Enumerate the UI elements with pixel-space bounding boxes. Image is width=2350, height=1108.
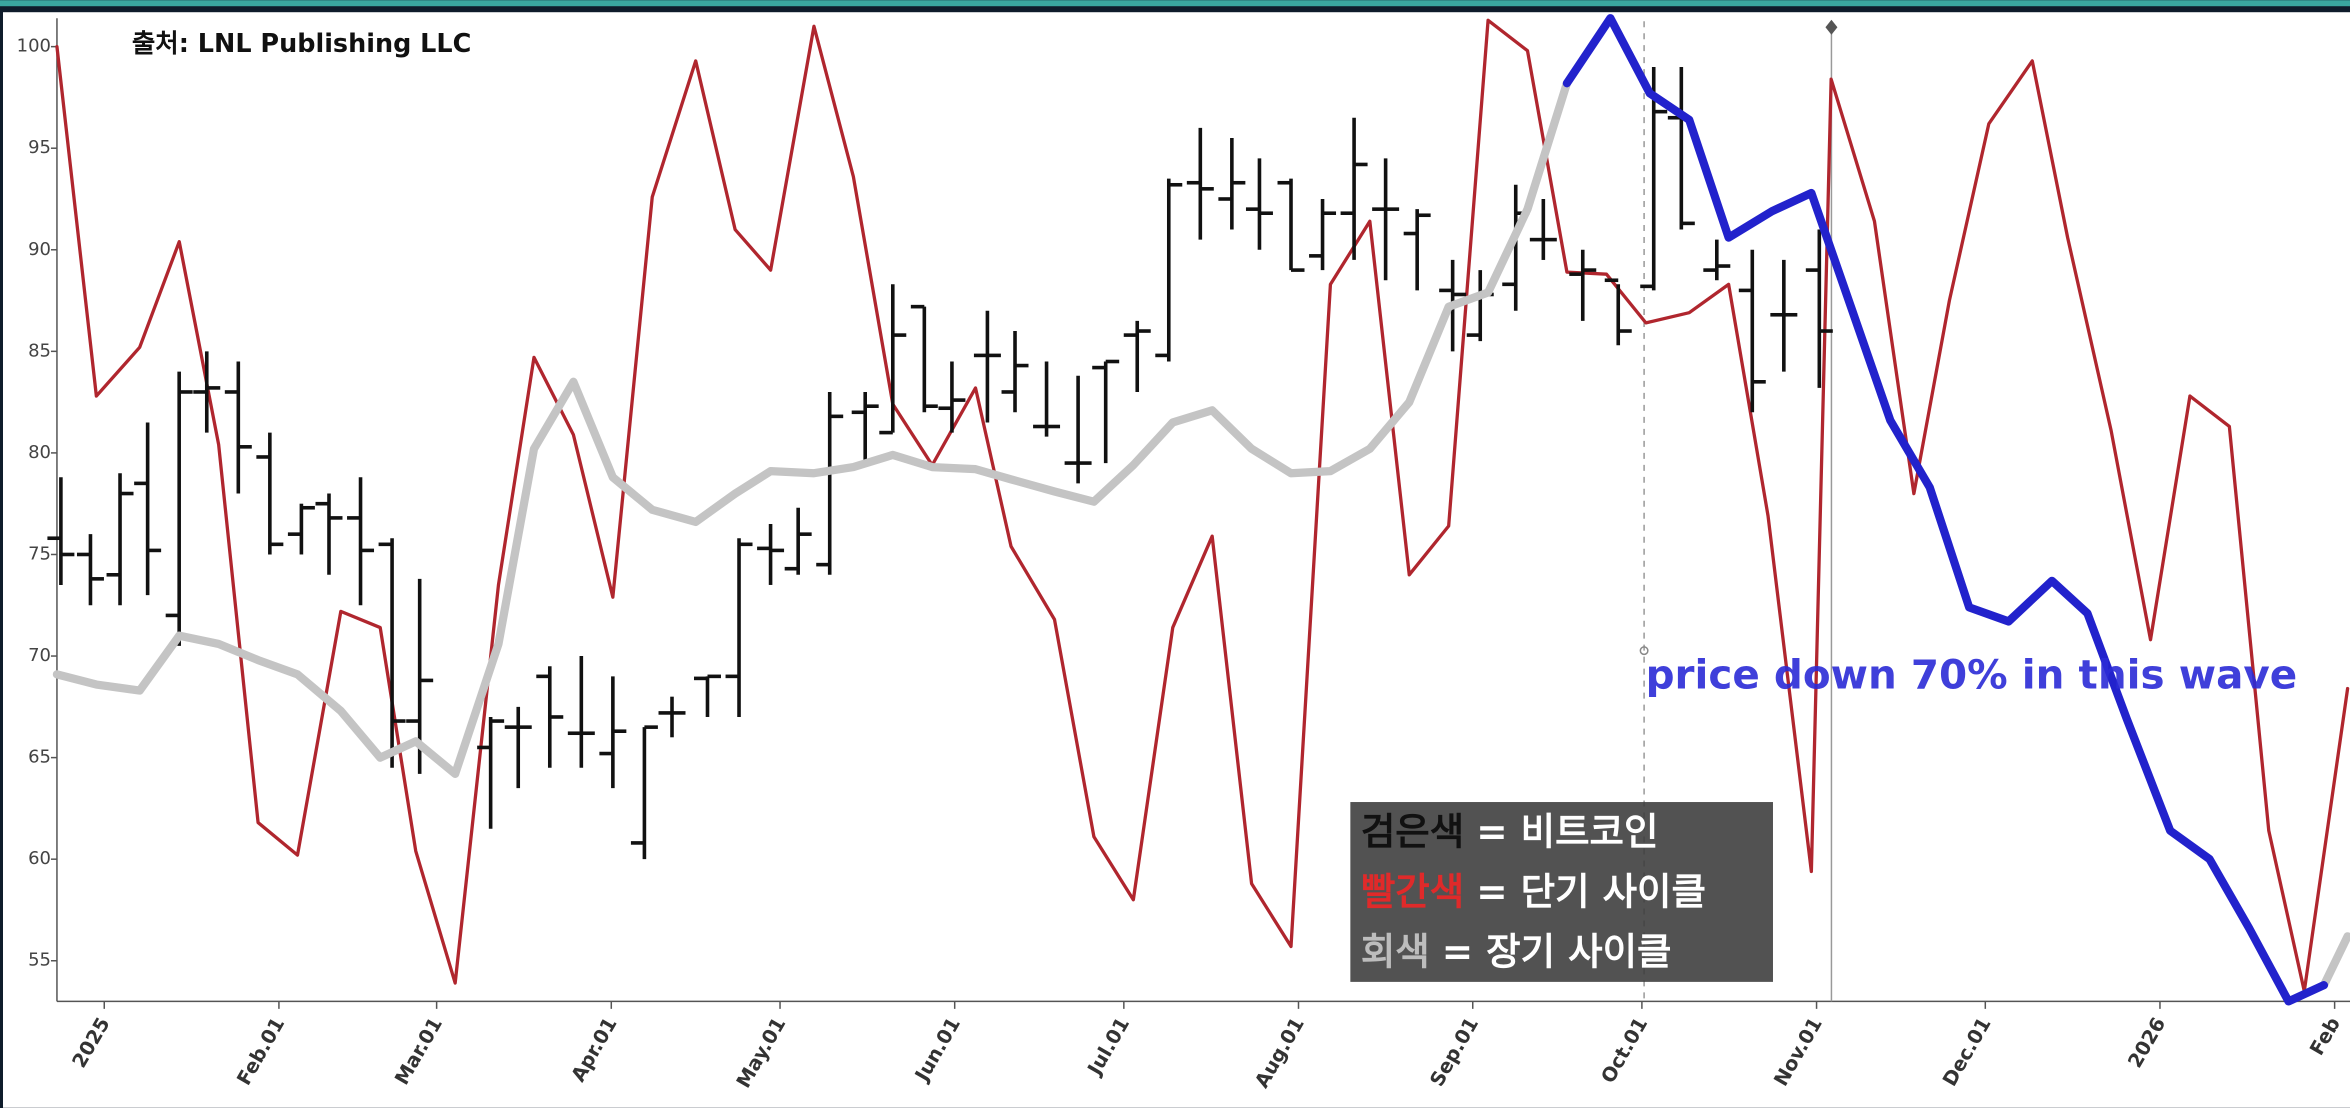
y-tick-label: 65 <box>28 747 51 768</box>
legend-box <box>1350 802 1773 982</box>
legend-entry: 검은색 = 비트코인 <box>1361 809 1659 853</box>
legend-key: 검은색 <box>1361 809 1464 853</box>
y-tick-label: 60 <box>28 848 51 869</box>
cursor-marker <box>1825 19 1838 35</box>
y-tick-label: 55 <box>28 950 51 971</box>
legend-text: = 비트코인 <box>1476 809 1658 853</box>
y-tick-label: 90 <box>28 239 51 260</box>
line <box>1562 14 2329 1006</box>
legend-key: 회색 <box>1361 929 1430 973</box>
cursor-marker <box>1639 646 1649 656</box>
y-tick-label: 85 <box>28 340 51 361</box>
line <box>52 79 2350 990</box>
legend-text: = 장기 사이클 <box>1442 929 1672 973</box>
plot-background <box>2 12 2350 1108</box>
legend-key: 빨간색 <box>1361 869 1464 913</box>
legend-entry: 회색 = 장기 사이클 <box>1361 929 1672 973</box>
annotation: price down 70% in this wave <box>1646 651 2298 699</box>
source: 출처: LNL Publishing LLC <box>132 29 471 59</box>
line <box>55 18 2350 993</box>
y-tick-label: 80 <box>28 442 51 463</box>
y-tick-label: 70 <box>28 645 51 666</box>
y-tick-label: 95 <box>28 137 51 158</box>
y-tick-label: 75 <box>28 543 51 564</box>
plot <box>47 14 2350 1006</box>
legend-text: = 단기 사이클 <box>1476 869 1706 913</box>
y-tick-label: 100 <box>17 36 51 57</box>
frame-top <box>0 0 2350 7</box>
legend-entry: 빨간색 = 단기 사이클 <box>1361 869 1706 913</box>
